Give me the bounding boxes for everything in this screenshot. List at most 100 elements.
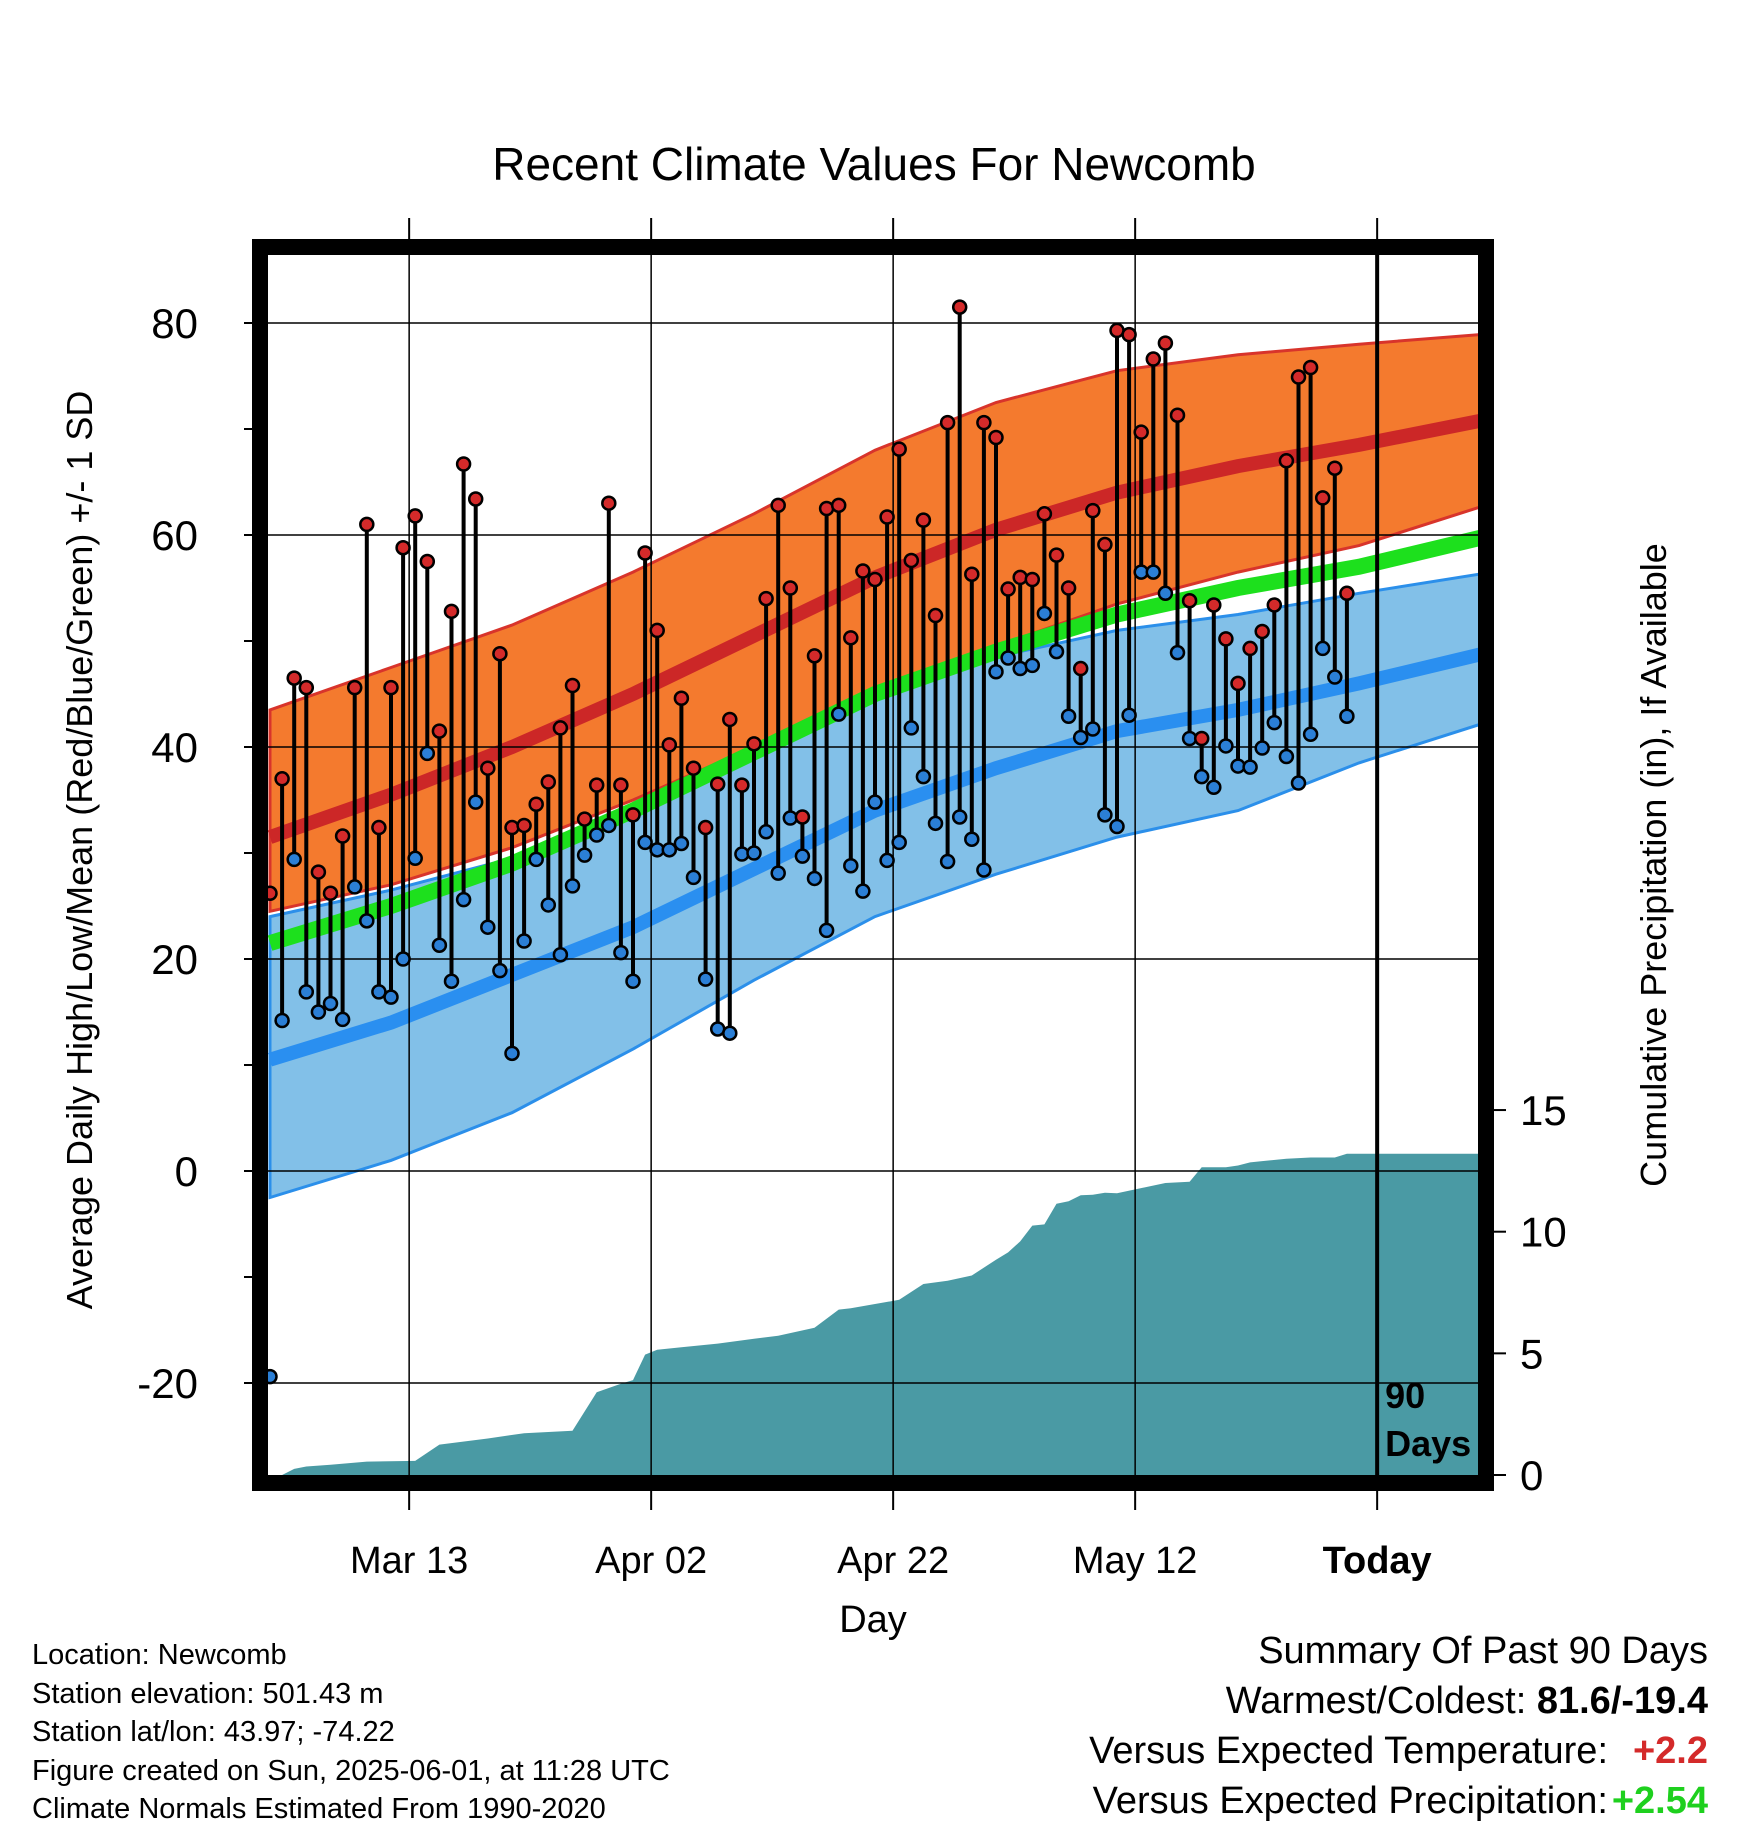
high-point	[867, 571, 883, 588]
low-point	[419, 745, 436, 762]
low-point	[661, 842, 678, 858]
low-point	[964, 831, 980, 847]
high-point	[649, 622, 665, 639]
high-point	[637, 545, 653, 561]
high-point	[467, 491, 484, 507]
high-point	[964, 566, 980, 582]
low-point	[843, 857, 859, 874]
high-point	[286, 670, 302, 686]
today-days-label: Days	[1385, 1423, 1471, 1464]
low-point	[673, 835, 690, 852]
low-point	[927, 815, 944, 832]
created-text: Figure created on Sun, 2025-06-01, at 11…	[32, 1754, 670, 1787]
high-point	[673, 690, 690, 706]
low-point	[685, 869, 702, 886]
summary-precip: Versus Expected Precipitation: +2.54	[1089, 1776, 1708, 1826]
low-point	[1048, 643, 1065, 660]
low-point	[818, 922, 835, 939]
high-point	[855, 563, 871, 579]
high-point	[1145, 351, 1162, 367]
high-point	[274, 771, 290, 787]
high-point	[709, 776, 726, 792]
daily-points	[262, 299, 1355, 1385]
low-point	[431, 937, 448, 953]
high-point	[1193, 730, 1210, 747]
high-point	[1133, 424, 1149, 440]
high-point	[322, 885, 339, 902]
low-point	[746, 845, 762, 861]
low-point	[830, 706, 847, 722]
high-point	[564, 677, 581, 694]
temp-value: +2.2	[1632, 1730, 1708, 1772]
warmest-value: 81.6/-19.4	[1536, 1680, 1708, 1722]
high-point	[1206, 597, 1222, 613]
low-point	[359, 913, 375, 929]
axes: 80 60 40 20 0 -20 15 10 5 0 Mar 13 Apr 02 Apr 22 May …	[137, 218, 1567, 1582]
high-point	[1169, 407, 1186, 423]
low-point	[879, 852, 895, 869]
high-point	[746, 736, 762, 752]
low-point	[637, 834, 653, 851]
high-point	[782, 580, 799, 596]
low-point	[806, 870, 823, 887]
low-point	[903, 720, 920, 736]
y-left-tick-label: 80	[151, 300, 198, 347]
high-point	[1085, 502, 1101, 519]
high-point	[1278, 453, 1295, 469]
high-point	[588, 777, 605, 793]
high-point	[1327, 460, 1343, 476]
high-point	[492, 645, 508, 662]
high-point	[758, 590, 774, 607]
low-point	[988, 663, 1004, 680]
high-point	[891, 441, 907, 457]
low-point	[455, 891, 472, 908]
high-point	[383, 679, 399, 696]
y-right-tick-label: 5	[1520, 1330, 1543, 1377]
low-point	[1339, 708, 1355, 725]
low-point	[867, 794, 883, 810]
high-point	[697, 819, 714, 836]
high-point	[528, 796, 544, 812]
high-point	[359, 516, 375, 533]
low-point	[855, 883, 871, 899]
high-point	[1024, 571, 1041, 588]
high-point	[552, 720, 569, 736]
location-text: Location: Newcomb	[32, 1639, 287, 1671]
low-point	[951, 809, 968, 825]
high-point	[830, 497, 847, 514]
high-point	[431, 723, 448, 739]
y-left-tick-label: 0	[175, 1148, 198, 1195]
low-point	[1242, 759, 1258, 775]
normals-text: Climate Normals Estimated From 1990-2020	[32, 1793, 606, 1825]
high-point	[1242, 640, 1258, 657]
low-point	[480, 919, 496, 935]
high-point	[903, 552, 920, 569]
low-point	[310, 1004, 327, 1020]
low-point	[1085, 721, 1101, 737]
high-point	[625, 807, 641, 823]
y-left-tick-label: 40	[151, 724, 198, 771]
low-point	[891, 834, 907, 851]
high-point	[794, 809, 811, 825]
high-point	[601, 495, 617, 511]
low-point	[1218, 738, 1234, 754]
x-tick-label: May 12	[1073, 1540, 1198, 1582]
low-point	[1278, 748, 1295, 765]
high-point	[540, 774, 557, 790]
high-point	[1000, 581, 1016, 597]
high-point	[1181, 592, 1198, 609]
low-point	[443, 973, 460, 990]
high-point	[1254, 623, 1270, 640]
low-point	[540, 897, 557, 913]
high-point	[806, 648, 823, 664]
high-point	[443, 603, 460, 620]
low-point	[1169, 644, 1186, 661]
low-point	[383, 989, 399, 1005]
low-point	[1036, 605, 1053, 622]
low-mean-line	[268, 647, 1478, 1067]
high-point	[395, 539, 411, 556]
high-point	[988, 429, 1004, 446]
x-tick-label: Today	[1323, 1540, 1432, 1582]
y-right-tick-label: 10	[1520, 1209, 1567, 1256]
x-axis-label: Day	[839, 1599, 907, 1641]
